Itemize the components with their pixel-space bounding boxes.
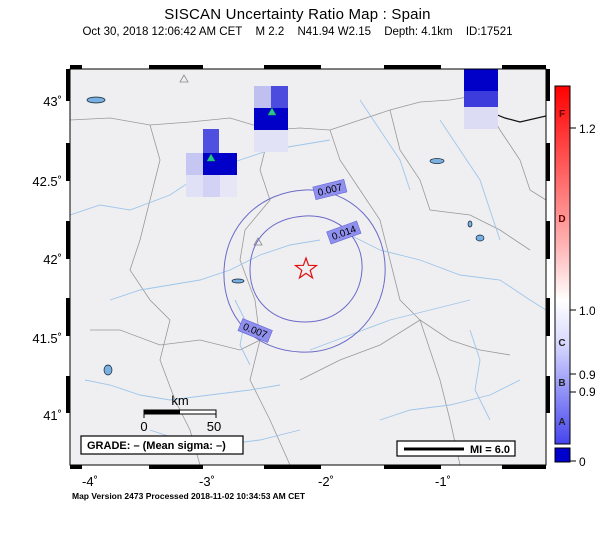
colorbar-grade-label: D [558, 214, 565, 225]
event-location: N41.94 W2.15 [297, 26, 371, 38]
station-inactive-icon [253, 237, 263, 246]
colorbar-value-label: 1.2 [579, 122, 595, 136]
colorbar-value-label: 1.0 [579, 304, 595, 318]
map-area [70, 69, 546, 465]
y-tick-label: 41˚ [43, 408, 62, 423]
grade-box: GRADE: – (Mean sigma: –) [80, 435, 244, 455]
colorbar-value-label: 0.9 [579, 368, 595, 382]
event-id: ID:17521 [465, 26, 513, 38]
scale-bar: km 0 50 [140, 393, 221, 434]
grade-text: GRADE: – (Mean sigma: –) [87, 440, 226, 452]
x-tick-label: -2˚ [318, 474, 334, 489]
colorbar: F D C B A 1.2 1.0 0.9 0.9 0 [554, 85, 595, 469]
x-axis-ticks: -4˚ -3˚ -2˚ -1˚ [82, 474, 451, 489]
map-footer: Map Version 2473 Processed 2018-11-02 10… [72, 491, 306, 501]
mi-legend: MI = 6.0 [396, 440, 516, 457]
station-active-icon [267, 107, 277, 116]
y-tick-label: 42.5˚ [32, 174, 62, 189]
colorbar-grade-label: A [558, 417, 565, 428]
colorbar-grade-label: C [558, 338, 565, 349]
lakes [86, 96, 485, 376]
scale-end: 50 [207, 419, 221, 434]
colorbar-value-label: 0.9 [579, 385, 595, 399]
epicenter-star-icon [293, 256, 319, 280]
event-datetime: Oct 30, 2018 12:06:42 AM CET [82, 26, 243, 38]
x-tick-label: -1˚ [435, 474, 451, 489]
y-axis-ticks: 43˚ 42.5˚ 42˚ 41.5˚ 41˚ [32, 94, 62, 423]
scale-start: 0 [140, 419, 147, 434]
uncertainty-cells [186, 69, 498, 197]
map-frame [66, 65, 550, 469]
y-tick-label: 41.5˚ [32, 331, 62, 346]
scale-unit: km [171, 393, 188, 408]
y-tick-label: 42˚ [43, 252, 62, 267]
uncertainty-contours [223, 189, 386, 353]
y-tick-label: 43˚ [43, 94, 62, 109]
rivers [70, 99, 546, 446]
map-title: SISCAN Uncertainty Ratio Map : Spain [164, 6, 431, 23]
station-active-icon [206, 153, 216, 162]
colorbar-value-label: 0 [579, 455, 586, 469]
map-subtitle: Oct 30, 2018 12:06:42 AM CET M 2.2 N41.9… [0, 26, 595, 38]
mi-legend-text: MI = 6.0 [470, 444, 510, 456]
contour-labels: 0.007 0.014 0.007 [237, 179, 362, 343]
station-inactive-icon [179, 74, 189, 83]
x-tick-label: -4˚ [82, 474, 98, 489]
colorbar-grade-label: B [558, 378, 565, 389]
event-depth: Depth: 4.1km [384, 26, 453, 38]
x-tick-label: -3˚ [199, 474, 215, 489]
event-magnitude: M 2.2 [255, 26, 285, 38]
colorbar-grade-label: F [559, 109, 565, 120]
